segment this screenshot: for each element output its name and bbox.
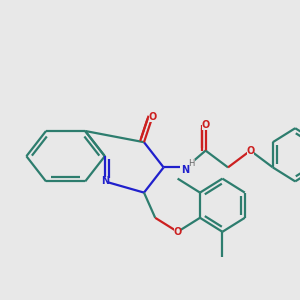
FancyBboxPatch shape xyxy=(174,227,182,237)
Text: H: H xyxy=(188,159,194,168)
Text: O: O xyxy=(148,112,157,122)
Text: O: O xyxy=(173,227,182,237)
Text: N: N xyxy=(101,176,109,186)
FancyBboxPatch shape xyxy=(148,112,156,122)
Text: O: O xyxy=(246,146,254,156)
FancyBboxPatch shape xyxy=(180,159,195,176)
FancyBboxPatch shape xyxy=(202,121,209,130)
Text: N: N xyxy=(181,165,189,176)
FancyBboxPatch shape xyxy=(247,146,254,155)
Text: O: O xyxy=(202,120,210,130)
FancyBboxPatch shape xyxy=(101,176,109,186)
